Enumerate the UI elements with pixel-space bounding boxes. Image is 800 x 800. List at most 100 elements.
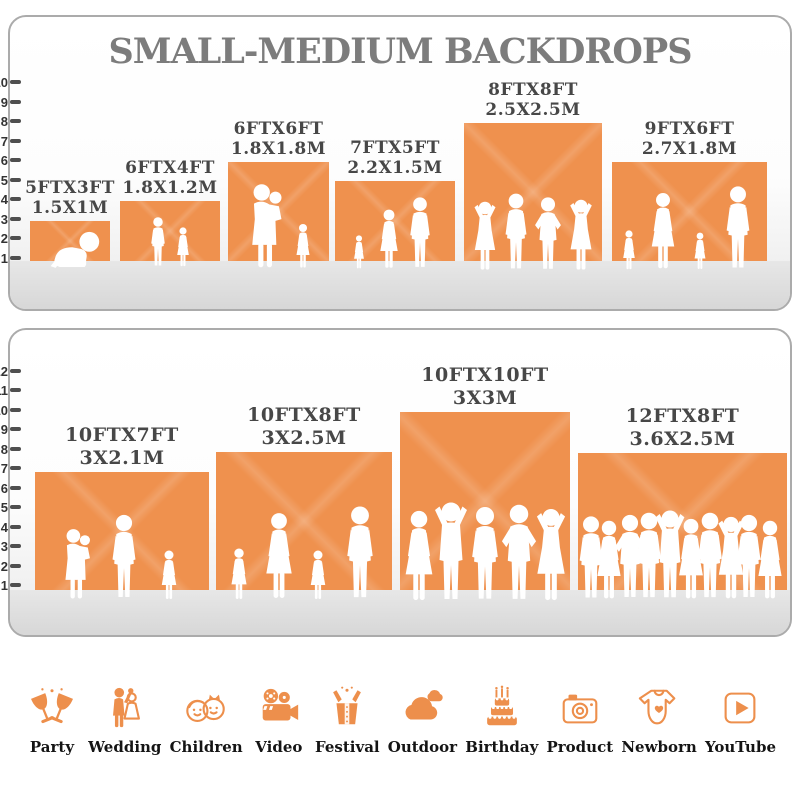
ruler-tick: 9 bbox=[0, 94, 21, 110]
man-arms-up-silhouette bbox=[435, 502, 467, 599]
backdrop-rect-12x8: 12FTX8FT 3.6X2.5M bbox=[578, 405, 787, 599]
category-label: Product bbox=[546, 738, 614, 756]
ruler-number: 1 bbox=[0, 577, 8, 593]
ruler-tick-dash bbox=[10, 583, 21, 587]
category-newborn: Newborn bbox=[621, 685, 697, 756]
ruler-tick: 9 bbox=[0, 421, 21, 437]
category-birthday: Birthday bbox=[465, 685, 538, 756]
ruler-tick-dash bbox=[10, 408, 21, 412]
floor bbox=[10, 261, 790, 309]
mother-carrying-child-silhouette bbox=[252, 184, 282, 268]
girl-silhouette bbox=[296, 223, 310, 268]
woman-arms-up-silhouette bbox=[537, 508, 566, 601]
ruler-tick: 4 bbox=[0, 519, 21, 535]
ruler-number: 7 bbox=[0, 460, 8, 476]
backdrop-size-label: 10FTX10FT 3X3M bbox=[421, 364, 548, 409]
ruler-number: 3 bbox=[0, 211, 8, 227]
backdrop-size-label: 12FTX8FT 3.6X2.5M bbox=[626, 405, 740, 450]
child-silhouette bbox=[310, 550, 326, 599]
category-outdoor: Outdoor bbox=[388, 685, 457, 756]
size-ft: 8FTX8FT bbox=[488, 79, 578, 100]
ruler-number: 10 bbox=[0, 402, 8, 418]
size-m: 3.6X2.5M bbox=[629, 427, 736, 450]
floor bbox=[10, 590, 790, 635]
ruler-number: 2 bbox=[0, 230, 8, 246]
ruler-number: 6 bbox=[0, 152, 8, 168]
child-silhouette bbox=[694, 232, 706, 269]
ruler-number: 6 bbox=[0, 480, 8, 496]
size-ft: 10FTX10FT bbox=[421, 364, 549, 387]
girl-silhouette bbox=[177, 227, 189, 267]
backdrop-size-label: 10FTX7FT 3X2.1M bbox=[65, 424, 179, 469]
ruler-number: 12 bbox=[0, 363, 8, 379]
ruler-tick-dash bbox=[10, 236, 21, 240]
ruler-tick-dash bbox=[10, 388, 21, 392]
backdrop-size-label: 9FTX6FT 2.7X1.8M bbox=[642, 119, 737, 159]
size-m: 1.5X1M bbox=[31, 197, 109, 218]
ruler-tick-dash bbox=[10, 217, 21, 221]
category-wedding: Wedding bbox=[88, 685, 161, 756]
category-product: Product bbox=[546, 685, 613, 756]
backdrop-rect-8x8: 8FTX8FT 2.5X2.5M bbox=[464, 80, 602, 270]
ruler-number: 10 bbox=[0, 74, 8, 90]
ruler-tick: 7 bbox=[0, 133, 21, 149]
product-icon bbox=[562, 694, 598, 724]
backdrop-size-label: 7FTX5FT 2.2X1.5M bbox=[347, 138, 442, 178]
newborn-icon bbox=[638, 689, 676, 725]
backdrop-rect-9x6: 9FTX6FT 2.7X1.8M bbox=[612, 119, 767, 270]
category-label: Wedding bbox=[88, 738, 162, 756]
ruler-tick-dash bbox=[10, 80, 21, 84]
woman-arms-up-silhouette bbox=[570, 199, 593, 270]
ruler-number: 5 bbox=[0, 172, 8, 188]
ruler-tick: 6 bbox=[0, 152, 21, 168]
baby-silhouette bbox=[50, 231, 100, 268]
backdrop-size-label: 10FTX8FT 3X2.5M bbox=[247, 404, 361, 449]
girl-silhouette bbox=[231, 548, 247, 599]
size-m: 2.2X1.5M bbox=[347, 157, 443, 178]
man-silhouette bbox=[347, 506, 374, 598]
ruler-tick-dash bbox=[10, 139, 21, 143]
category-label: Children bbox=[169, 738, 243, 756]
ruler-tick: 1 bbox=[0, 577, 21, 593]
woman-silhouette bbox=[758, 520, 782, 599]
ruler-tick-dash bbox=[10, 197, 21, 201]
backdrop-size-label: 8FTX8FT 2.5X2.5M bbox=[485, 80, 580, 120]
ruler-tick: 4 bbox=[0, 191, 21, 207]
ruler-number: 9 bbox=[0, 421, 8, 437]
size-ft: 9FTX6FT bbox=[644, 118, 735, 139]
backdrop-rect-10x10: 10FTX10FT 3X3M bbox=[400, 364, 570, 601]
youtube-icon bbox=[725, 692, 756, 724]
ruler-tick: 6 bbox=[0, 480, 21, 496]
ruler-tick: 7 bbox=[0, 460, 21, 476]
category-row: Party Wedding bbox=[24, 656, 776, 756]
backdrop-size-label: 6FTX4FT 1.8X1.2M bbox=[122, 158, 217, 198]
ruler-number: 4 bbox=[0, 519, 8, 535]
size-ft: 12FTX8FT bbox=[625, 405, 740, 428]
man-silhouette bbox=[112, 514, 136, 597]
ruler-tick-dash bbox=[10, 564, 21, 568]
size-m: 3X3M bbox=[452, 386, 518, 409]
size-m: 1.8X1.2M bbox=[122, 177, 218, 198]
ruler-tick: 3 bbox=[0, 211, 21, 227]
ruler-number: 2 bbox=[0, 558, 8, 574]
category-label: YouTube bbox=[704, 738, 776, 756]
size-m: 3X2.1M bbox=[79, 446, 165, 469]
wedding-icon bbox=[112, 687, 140, 728]
toddler-silhouette bbox=[354, 235, 364, 269]
backdrop-rect-10x8: 10FTX8FT 3X2.5M bbox=[216, 404, 392, 599]
ruler-number: 1 bbox=[0, 250, 8, 266]
boy-silhouette bbox=[151, 217, 165, 266]
backdrop-rect-6x4: 6FTX4FT 1.8X1.2M bbox=[120, 158, 220, 267]
ruler-tick: 5 bbox=[0, 172, 21, 188]
man-silhouette bbox=[505, 193, 527, 269]
woman-silhouette bbox=[266, 513, 293, 598]
size-m: 1.8X1.8M bbox=[230, 138, 327, 159]
size-m: 2.7X1.8M bbox=[641, 138, 738, 159]
ruler-tick-dash bbox=[10, 525, 21, 529]
panel-small-medium: SMALL-MEDIUM BACKDROPS 5FTX3FT 1.5X1M 6F… bbox=[8, 15, 792, 311]
ruler-tick-dash bbox=[10, 256, 21, 260]
ruler-tick-dash bbox=[10, 158, 21, 162]
backdrop-rect-7x5: 7FTX5FT 2.2X1.5M bbox=[335, 138, 455, 269]
size-ft: 5FTX3FT bbox=[25, 177, 115, 198]
